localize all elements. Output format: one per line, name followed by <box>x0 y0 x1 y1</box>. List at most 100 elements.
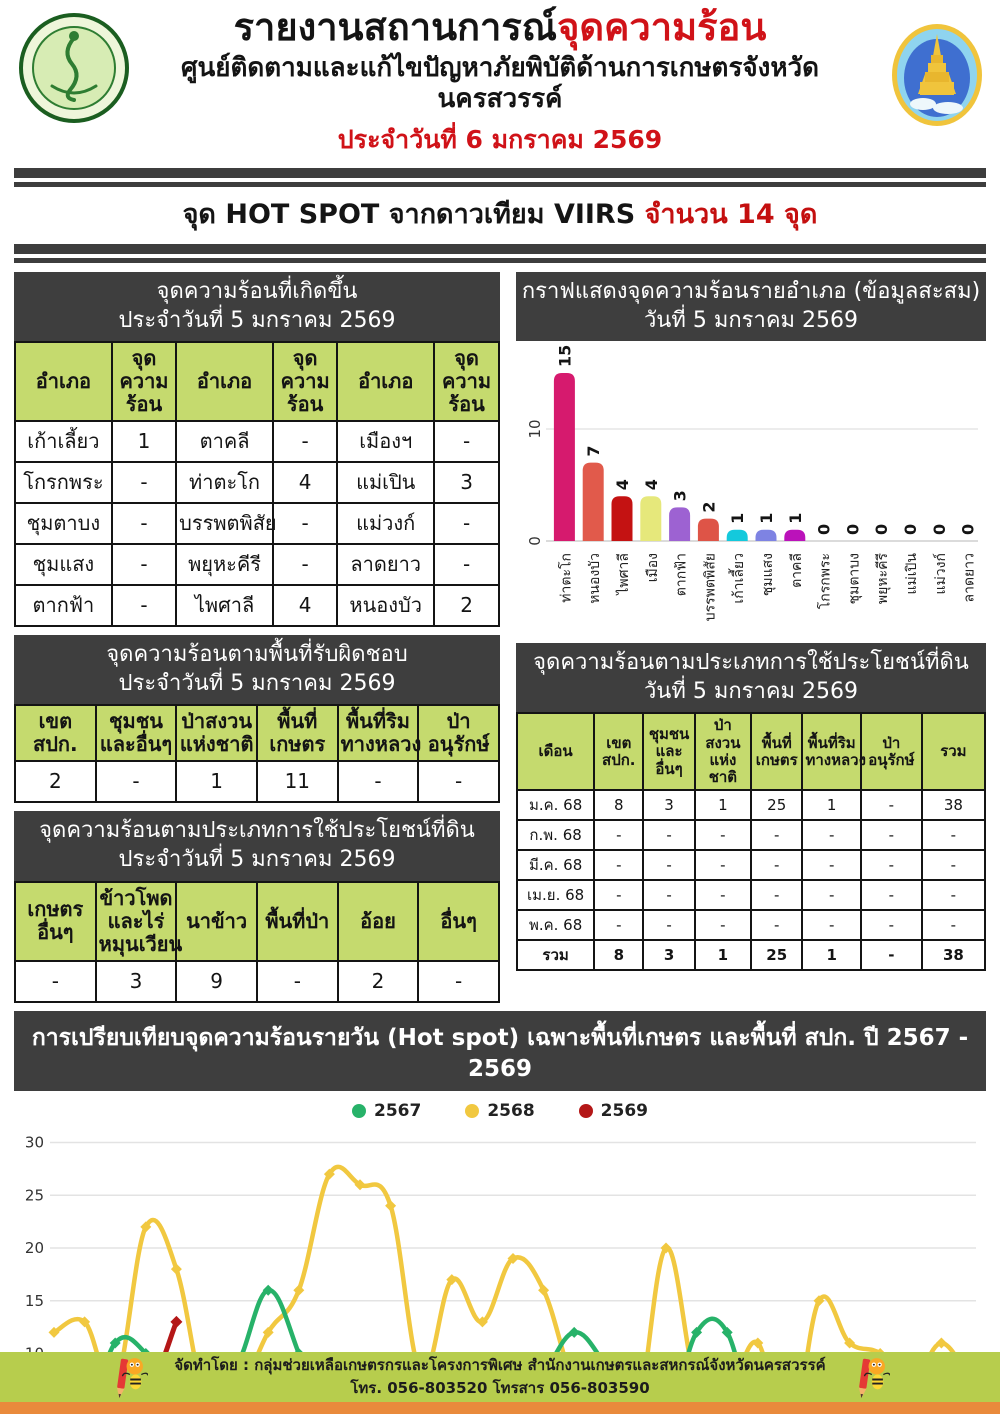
bar-หนองบัว <box>582 462 604 542</box>
bar-chart-title: กราฟแสดงจุดความร้อนรายอำเภอ (ข้อมูลสะสม)… <box>516 272 986 342</box>
data-cell: 2 <box>14 760 97 804</box>
x-axis-tick-label: ชุมตาบง <box>846 553 862 604</box>
legend-item-2569: 2569 <box>578 1101 648 1121</box>
bar-เมือง <box>640 496 662 542</box>
bar-ไพศาลี <box>611 496 633 542</box>
data-cell: - <box>642 849 696 882</box>
table-row: ตากฟ้า - ไพศาลี 4 หนองบัว 2 <box>14 584 500 628</box>
x-axis-tick-label: หนองบัว <box>587 553 603 604</box>
data-cell: - <box>693 819 752 852</box>
legend-dot <box>465 1103 480 1118</box>
data-cell: - <box>336 760 420 804</box>
data-cell: 4 <box>271 584 339 628</box>
data-cell: - <box>859 789 923 822</box>
header-cell: เดือน <box>515 712 596 792</box>
data-cell: ม.ค. 68 <box>515 789 596 822</box>
header-cell: อำเภอ <box>336 341 436 423</box>
data-cell: เม.ย. 68 <box>515 879 596 912</box>
header-cell: อื่นๆ <box>417 880 500 962</box>
bar-value-label: 1 <box>757 513 776 524</box>
data-cell: 9 <box>175 959 258 1003</box>
series-2567-marker <box>721 1326 733 1338</box>
x-axis-tick-label: ตาคลี <box>789 553 805 588</box>
legend-dot <box>352 1103 366 1118</box>
data-cell: 1 <box>693 789 752 822</box>
data-cell: - <box>920 909 987 942</box>
divider-thick <box>14 244 986 255</box>
header-cell: พื้นที่เกษตร <box>255 704 339 763</box>
divider-thick <box>14 168 986 179</box>
header-cell: เกษตรอื่นๆ <box>14 880 97 962</box>
legend-label: 2568 <box>487 1100 535 1121</box>
data-cell: - <box>642 879 696 912</box>
bee-pencil-icon <box>117 1358 149 1399</box>
data-cell: ชุมแสง <box>14 543 113 587</box>
series-2568-marker <box>170 1263 182 1275</box>
bar-ท่าตะโก <box>553 373 575 542</box>
data-cell: - <box>433 543 500 587</box>
bar-value-label: 0 <box>872 524 891 535</box>
data-cell: 25 <box>749 939 804 972</box>
data-cell: 3 <box>94 959 178 1003</box>
left-column: จุดความร้อนที่เกิดขึ้น ประจำวันที่ 5 มกร… <box>14 272 500 1003</box>
data-cell: - <box>693 909 752 942</box>
table-row: เม.ย. 68- - - - - - - <box>515 879 987 912</box>
report-date: ประจำวันที่ 6 มกราคม 2569 <box>337 125 663 155</box>
series-2568-marker <box>354 1178 366 1190</box>
x-axis-tick-label: พยุหะคีรี <box>875 553 891 605</box>
bar-value-label: 0 <box>843 524 862 535</box>
header-cell: อำเภอ <box>175 341 274 423</box>
monthly-table-title-line1: จุดความร้อนตามประเภทการใช้ประโยชน์ที่ดิน <box>533 650 969 676</box>
page-title: รายงานสถานการณ์จุดความร้อน <box>130 5 870 50</box>
table-row: 2-1 11- - <box>14 760 500 804</box>
data-cell: - <box>110 543 178 587</box>
data-cell: รวม <box>515 939 596 972</box>
data-cell: - <box>255 959 339 1003</box>
series-2568-marker <box>140 1221 152 1233</box>
data-cell: - <box>642 909 696 942</box>
data-cell: ท่าตะโก <box>175 461 274 505</box>
data-cell: - <box>271 543 339 587</box>
data-cell: - <box>859 849 923 882</box>
bar-เก้าเลี้ยว <box>726 530 748 542</box>
header-cell: ชุมชนและอื่นๆ <box>94 704 178 763</box>
data-cell: มี.ค. 68 <box>515 849 596 882</box>
data-cell: - <box>749 819 804 852</box>
daily-table-title-line2: ประจำวันที่ 5 มกราคม 2569 <box>118 307 396 333</box>
series-2567-marker <box>262 1284 274 1296</box>
series-2568-marker <box>538 1284 550 1296</box>
data-cell: 1 <box>801 939 862 972</box>
data-cell: - <box>801 819 862 852</box>
page-title-red: จุดความร้อน <box>557 5 767 49</box>
bee-pencil-icon <box>858 1358 890 1399</box>
bar-value-label: 0 <box>901 524 920 535</box>
footer-text: จัดทำโดย : กลุ่มช่วยเหลือเกษตรกรและโครงก… <box>174 1354 825 1401</box>
data-cell: ก.พ. 68 <box>515 819 596 852</box>
header-cell: ป่าสงวนแห่งชาติ <box>693 712 752 792</box>
footer-accent-strip <box>0 1402 1000 1414</box>
bar-value-label: 1 <box>728 513 747 524</box>
data-cell: - <box>110 461 178 505</box>
header-cell: เขต สปก. <box>14 704 97 763</box>
responsible-area-table: เขต สปก. ชุมชนและอื่นๆ ป่าสงวนแห่งชาติ พื้น… <box>14 704 500 804</box>
x-axis-tick-label: ไพศาลี <box>615 553 632 596</box>
x-axis-tick-label: โกรกพระ <box>817 553 834 609</box>
header-cell: รวม <box>920 712 987 792</box>
series-2568-marker <box>660 1242 672 1254</box>
monthly-table-title-line2: วันที่ 5 มกราคม 2569 <box>643 678 859 704</box>
x-axis-tick-label: บรรพตพิสัย <box>702 553 718 621</box>
data-cell: 2 <box>336 959 420 1003</box>
bar-value-label: 4 <box>642 479 661 490</box>
area-table-title-line2: ประจำวันที่ 5 มกราคม 2569 <box>118 670 396 696</box>
y-axis-tick-label: 25 <box>25 1186 44 1204</box>
y-axis-tick-label: 15 <box>25 1291 44 1309</box>
data-cell: 2 <box>433 584 500 628</box>
x-axis-tick-label: ชุมแสง <box>760 553 776 596</box>
daily-table-title-line1: จุดความร้อนที่เกิดขึ้น <box>156 279 358 305</box>
x-axis-tick-label: ท่าตะโก <box>557 553 574 603</box>
hotspot-count-banner: จุด HOT SPOT จากดาวเทียม VIIRS จำนวน 14 … <box>0 187 1000 238</box>
data-cell: - <box>271 502 339 546</box>
legend-dot <box>578 1103 593 1118</box>
